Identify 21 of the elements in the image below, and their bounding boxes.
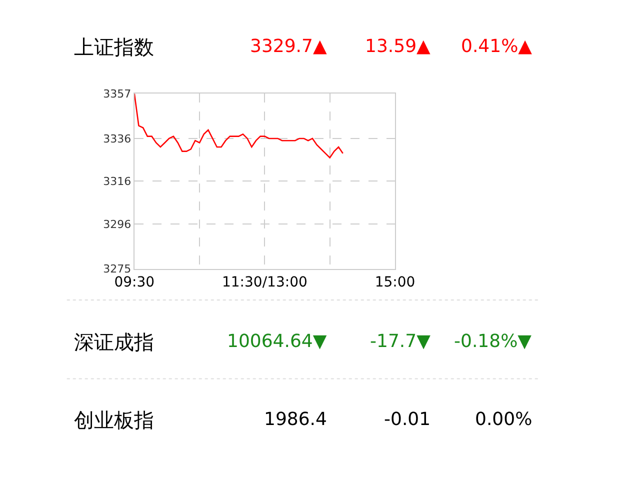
x-tick-label: 11:30/13:00 (222, 274, 308, 291)
text: 13.59▲ (365, 36, 431, 57)
text: -17.7▼ (370, 331, 431, 352)
text: -0.18%▼ (454, 331, 532, 352)
y-tick-label: 3296 (103, 218, 132, 231)
text: 创业板指 (74, 408, 154, 432)
text: 深证成指 (74, 330, 154, 354)
y-tick-label: 3275 (103, 262, 132, 276)
text: 3329.7▲ (250, 36, 327, 57)
text: 0.00% (475, 409, 532, 430)
text: 10064.64▼ (227, 331, 327, 352)
text: 上证指数 (74, 35, 154, 59)
text: 1986.4 (264, 409, 327, 430)
y-tick-label: 3357 (103, 87, 132, 100)
y-tick-label: 3316 (103, 175, 132, 188)
y-tick-label: 3336 (103, 132, 132, 146)
text: 0.41%▲ (461, 36, 532, 57)
x-tick-label: 09:30 (114, 274, 155, 291)
x-tick-label: 15:00 (374, 274, 416, 291)
line-series (134, 94, 344, 158)
text: -0.01 (384, 409, 431, 430)
